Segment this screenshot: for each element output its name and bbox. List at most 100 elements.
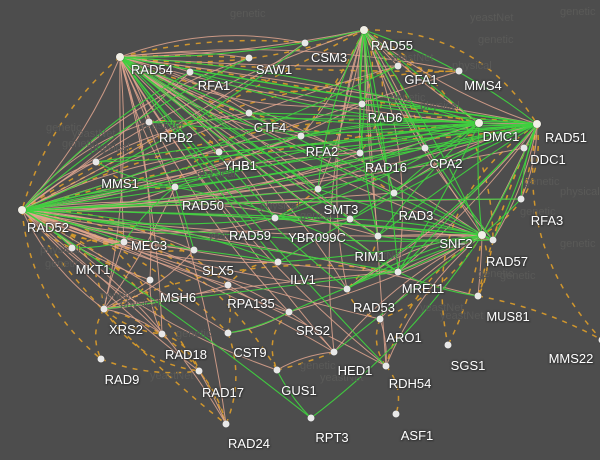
edge-genetic bbox=[119, 56, 379, 237]
graph-node-rad17[interactable] bbox=[195, 367, 203, 375]
graph-node-gus1[interactable] bbox=[273, 366, 281, 374]
graph-node-ddc1[interactable] bbox=[520, 144, 528, 152]
graph-node-smt3[interactable] bbox=[314, 185, 322, 193]
edge-physical bbox=[276, 369, 312, 419]
edge-yeastNet bbox=[119, 56, 480, 124]
graph-node-mkt1[interactable] bbox=[68, 244, 76, 252]
graph-node-rad59[interactable] bbox=[271, 214, 279, 222]
edge-genetic bbox=[119, 56, 480, 124]
graph-node-rpb2[interactable] bbox=[145, 118, 153, 126]
edge-genetic bbox=[119, 56, 361, 154]
graph-node-rad52[interactable] bbox=[18, 206, 26, 214]
edge-genetic bbox=[21, 147, 525, 211]
edge-genetic bbox=[385, 234, 483, 367]
graph-node-rad3[interactable] bbox=[390, 189, 398, 197]
edge-genetic bbox=[363, 29, 538, 125]
graph-node-rad53[interactable] bbox=[343, 285, 351, 293]
edge-physical bbox=[397, 234, 483, 273]
graph-node-rfa1[interactable] bbox=[186, 68, 194, 76]
graph-node-rad9[interactable] bbox=[97, 355, 105, 363]
graph-node-cst9[interactable] bbox=[224, 329, 232, 337]
edge-physical bbox=[119, 56, 351, 220]
graph-node-rpa135[interactable] bbox=[224, 281, 232, 289]
graph-node-msh6[interactable] bbox=[146, 276, 154, 284]
edge-physical bbox=[119, 56, 348, 290]
graph-node-rad16[interactable] bbox=[356, 149, 364, 157]
graph-node-rad57[interactable] bbox=[489, 236, 497, 244]
edge-yeastNet bbox=[21, 209, 229, 286]
edge-physical bbox=[349, 218, 483, 236]
graph-node-rad18[interactable] bbox=[158, 330, 166, 338]
graph-node-asf1[interactable] bbox=[392, 410, 400, 418]
edge-genetic bbox=[21, 209, 335, 353]
edge-physical bbox=[424, 123, 538, 149]
edge-physical bbox=[95, 123, 538, 163]
graph-node-saw1[interactable] bbox=[245, 54, 253, 62]
edge-yeastNet bbox=[531, 123, 600, 339]
graph-node-aro1[interactable] bbox=[376, 315, 384, 323]
edge-physical bbox=[21, 122, 480, 211]
graph-node-rdh54[interactable] bbox=[382, 362, 390, 370]
graph-node-rad55[interactable] bbox=[360, 26, 368, 34]
graph-node-mec3[interactable] bbox=[120, 238, 128, 246]
graph-node-srs2[interactable] bbox=[285, 308, 293, 316]
edge-physical bbox=[174, 123, 538, 188]
graph-node-ilv1[interactable] bbox=[274, 258, 282, 266]
edge-physical bbox=[477, 122, 483, 236]
edge-physical bbox=[21, 209, 312, 419]
graph-node-mms1[interactable] bbox=[92, 158, 100, 166]
graph-node-hed1[interactable] bbox=[330, 348, 338, 356]
graph-node-xrs2[interactable] bbox=[100, 305, 108, 313]
graph-node-rad24[interactable] bbox=[222, 420, 230, 428]
edge-genetic bbox=[21, 209, 151, 281]
graph-node-sgs1[interactable] bbox=[444, 341, 452, 349]
edge-physical bbox=[148, 118, 480, 124]
graph-node-gfa1[interactable] bbox=[394, 62, 402, 70]
graph-node-rad6[interactable] bbox=[358, 100, 366, 108]
graph-node-dmc1[interactable] bbox=[475, 119, 483, 127]
graph-node-rpt3[interactable] bbox=[307, 414, 315, 422]
edge-physical bbox=[363, 29, 395, 194]
edge-genetic bbox=[119, 56, 483, 236]
graph-node-ctf4[interactable] bbox=[245, 109, 253, 117]
graph-node-mms22[interactable] bbox=[598, 336, 600, 344]
graph-node-rfa3[interactable] bbox=[517, 195, 525, 203]
graph-node-rad54[interactable] bbox=[116, 53, 124, 61]
edge-physical bbox=[317, 29, 365, 190]
edge-physical bbox=[21, 42, 306, 211]
edge-physical bbox=[363, 29, 494, 241]
graph-node-slx5[interactable] bbox=[190, 246, 198, 254]
edge-yeastNet bbox=[21, 209, 163, 335]
edge-physical bbox=[377, 122, 480, 237]
graph-node-yhb1[interactable] bbox=[215, 148, 223, 156]
edge-yeastNet bbox=[119, 56, 460, 73]
graph-node-rim1[interactable] bbox=[374, 232, 382, 240]
graph-node-snf2[interactable] bbox=[478, 231, 486, 239]
graph-node-mms4[interactable] bbox=[455, 67, 463, 75]
edge-genetic bbox=[119, 56, 395, 194]
graph-node-rfa2[interactable] bbox=[297, 132, 305, 140]
edge-physical bbox=[193, 249, 279, 263]
edge-genetic bbox=[103, 308, 163, 335]
edge-group-genetic bbox=[21, 29, 538, 425]
graph-node-rad50[interactable] bbox=[171, 183, 179, 191]
graph-node-mus81[interactable] bbox=[474, 292, 482, 300]
edge-physical bbox=[274, 122, 480, 219]
edge-physical bbox=[71, 241, 125, 249]
graph-node-rad51[interactable] bbox=[533, 120, 541, 128]
graph-node-ybr099c[interactable] bbox=[346, 215, 354, 223]
edge-genetic bbox=[363, 29, 387, 367]
edge-physical bbox=[317, 188, 483, 236]
graph-node-cpa2[interactable] bbox=[421, 144, 429, 152]
edge-yeastNet bbox=[103, 308, 227, 425]
edge-yeastNet bbox=[21, 209, 200, 372]
edge-physical bbox=[174, 186, 195, 251]
graph-node-csm3[interactable] bbox=[301, 39, 309, 47]
edge-physical bbox=[310, 234, 483, 419]
edge-yeastNet bbox=[21, 56, 121, 211]
edge-physical bbox=[397, 122, 480, 273]
edge-genetic bbox=[119, 56, 163, 335]
graph-node-mre11[interactable] bbox=[394, 268, 402, 276]
